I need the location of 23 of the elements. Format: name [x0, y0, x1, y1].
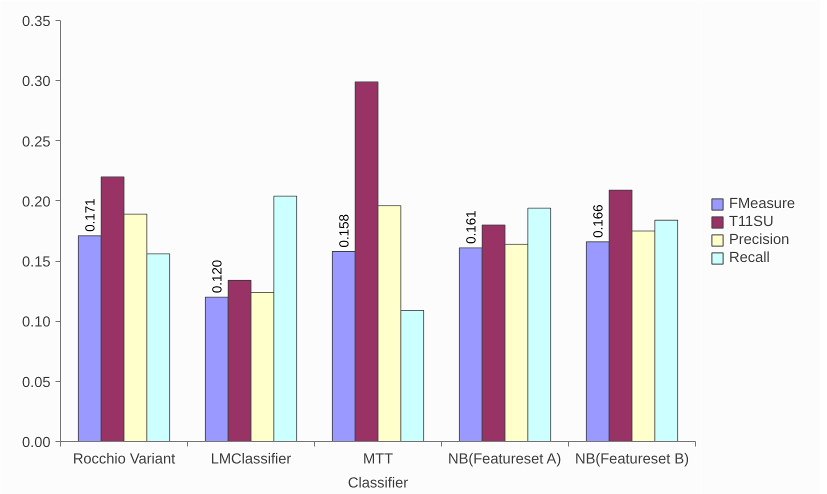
text: 0.15 — [22, 254, 51, 271]
data-label: 0.158 — [336, 214, 352, 248]
text: 0.05 — [22, 374, 51, 391]
text: 0.25 — [22, 134, 51, 150]
x-tick-label: NB(Featureset B) — [574, 452, 690, 468]
x-tick-label: LMClassifier — [210, 452, 292, 468]
data-label: 0.171 — [82, 198, 98, 232]
x-tick-label: MTT — [362, 452, 394, 468]
data-label: 0.166 — [590, 204, 606, 238]
x-tick-label: NB(Featureset A) — [448, 452, 562, 468]
text: 0.30 — [22, 74, 51, 90]
legend-label: FMeasure — [729, 196, 795, 212]
text: 0.35 — [22, 14, 51, 30]
legend-label: T11SU — [729, 214, 774, 230]
text: 0.20 — [22, 194, 51, 210]
text: 0.00 — [22, 435, 51, 451]
x-tick-label: Rocchio Variant — [72, 452, 176, 468]
data-label: 0.120 — [210, 260, 225, 294]
legend-label: Recall — [729, 250, 770, 266]
data-label: 0.161 — [464, 210, 479, 244]
text: 0.10 — [22, 314, 51, 331]
legend-label: Precision — [729, 232, 790, 248]
x-axis-title: Classifier — [348, 476, 408, 492]
